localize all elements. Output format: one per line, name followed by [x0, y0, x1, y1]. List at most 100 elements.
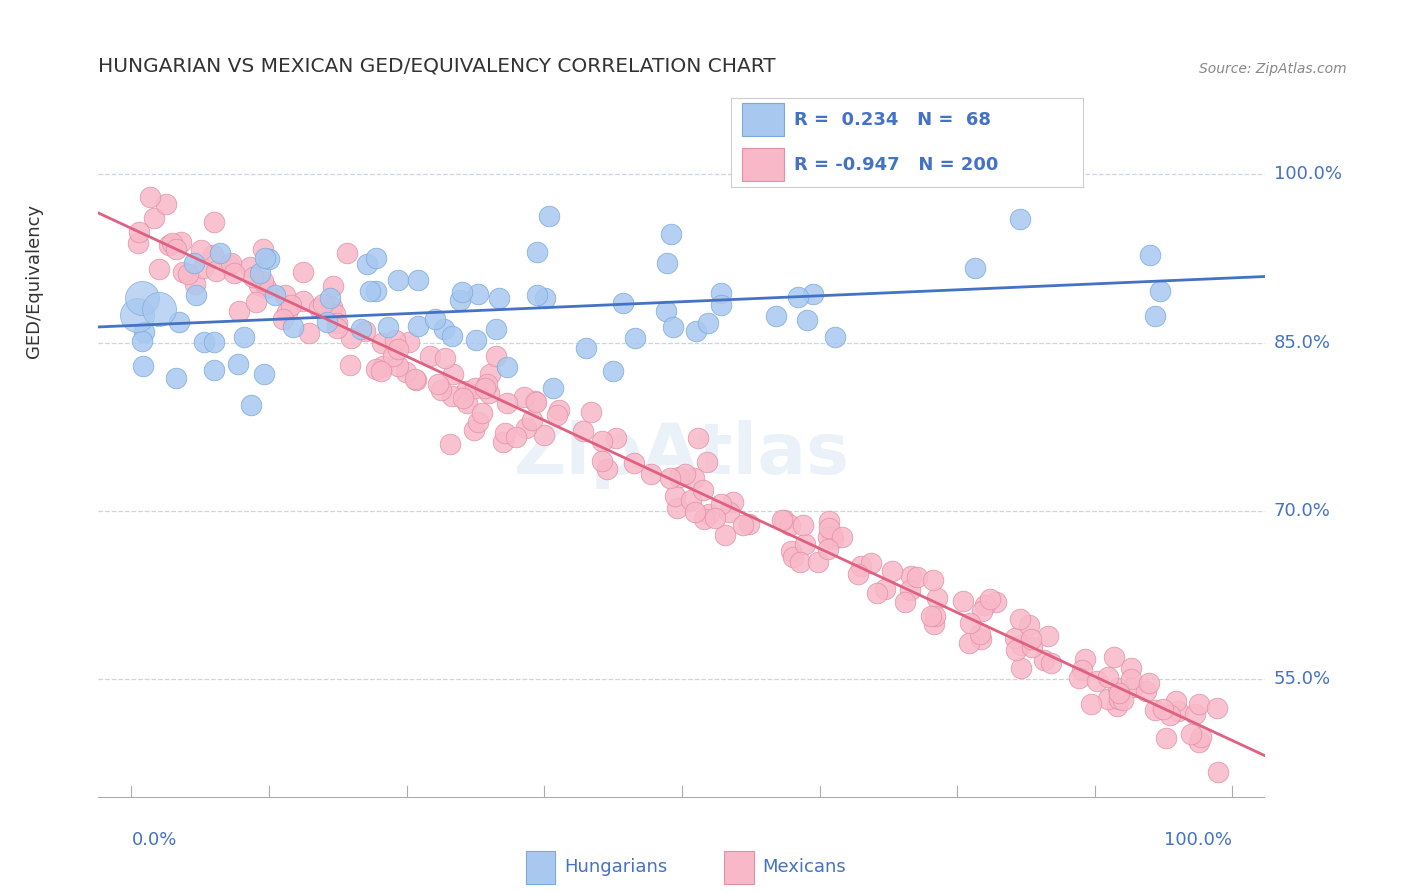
Point — [1010, 612, 1032, 626]
Point — [1067, 671, 1090, 685]
Point — [1036, 629, 1059, 643]
Point — [624, 331, 647, 345]
Point — [165, 243, 187, 257]
Point — [202, 215, 225, 229]
Point — [239, 399, 262, 413]
Point — [717, 505, 740, 519]
Point — [271, 311, 294, 326]
Point — [1139, 248, 1161, 262]
Point — [1097, 670, 1119, 684]
Point — [132, 359, 155, 374]
Point — [894, 595, 917, 609]
FancyBboxPatch shape — [526, 851, 555, 883]
Point — [160, 236, 183, 251]
Point — [470, 406, 492, 420]
Point — [222, 266, 245, 280]
Point — [818, 520, 841, 534]
Point — [209, 246, 232, 260]
Point — [184, 288, 207, 302]
Point — [1180, 727, 1202, 741]
Text: GED/Equivalency: GED/Equivalency — [25, 204, 44, 358]
Point — [533, 428, 555, 442]
Point — [572, 424, 595, 438]
Point — [922, 573, 945, 587]
Point — [1121, 672, 1143, 686]
FancyBboxPatch shape — [742, 148, 785, 181]
Point — [523, 393, 546, 408]
Point — [807, 555, 830, 569]
Point — [520, 413, 543, 427]
Point — [821, 527, 844, 541]
Point — [474, 381, 496, 395]
Point — [440, 329, 463, 343]
Point — [796, 313, 818, 327]
Text: HUNGARIAN VS MEXICAN GED/EQUIVALENCY CORRELATION CHART: HUNGARIAN VS MEXICAN GED/EQUIVALENCY COR… — [98, 57, 776, 76]
Point — [898, 583, 921, 598]
Point — [319, 291, 342, 305]
Point — [143, 211, 166, 225]
Point — [697, 507, 720, 521]
Point — [1159, 708, 1181, 723]
Point — [952, 593, 974, 607]
Point — [662, 320, 685, 334]
Point — [1188, 697, 1211, 711]
Point — [1135, 683, 1157, 698]
Point — [1097, 692, 1119, 706]
Point — [253, 367, 276, 381]
Point — [308, 301, 330, 315]
Point — [322, 278, 344, 293]
Point — [434, 351, 457, 365]
Point — [900, 569, 922, 583]
Point — [157, 237, 180, 252]
Point — [866, 586, 889, 600]
Point — [406, 273, 429, 287]
Point — [515, 421, 537, 435]
Point — [922, 617, 945, 632]
Point — [492, 435, 515, 450]
Point — [252, 242, 274, 256]
Point — [373, 359, 395, 373]
Point — [364, 284, 387, 298]
Point — [849, 558, 872, 573]
Point — [664, 489, 686, 503]
Point — [794, 537, 817, 551]
Point — [254, 252, 277, 266]
Point — [423, 312, 446, 326]
Point — [526, 288, 548, 302]
Point — [467, 415, 489, 429]
Point — [219, 256, 242, 270]
Point — [927, 591, 949, 606]
Point — [128, 225, 150, 239]
Point — [1139, 676, 1161, 690]
Point — [201, 247, 224, 261]
Point — [242, 270, 264, 285]
Point — [292, 293, 315, 308]
Point — [496, 359, 519, 374]
Point — [738, 516, 761, 531]
Point — [541, 381, 564, 395]
Text: 100.0%: 100.0% — [1164, 830, 1233, 849]
Point — [312, 296, 335, 310]
Point — [464, 381, 486, 395]
Point — [683, 505, 706, 519]
Point — [326, 316, 349, 330]
Point — [340, 331, 363, 345]
Point — [579, 404, 602, 418]
Point — [485, 322, 508, 336]
Point — [155, 196, 177, 211]
Point — [1149, 285, 1171, 299]
Point — [1032, 653, 1054, 667]
Point — [1010, 638, 1032, 652]
Point — [384, 334, 406, 348]
Point — [429, 383, 451, 397]
Point — [463, 423, 485, 437]
Point — [534, 291, 557, 305]
Point — [298, 326, 321, 341]
Point — [697, 316, 720, 330]
Point — [1122, 680, 1144, 694]
Point — [612, 295, 634, 310]
Point — [1085, 674, 1108, 689]
Point — [252, 274, 274, 288]
Point — [292, 265, 315, 279]
Point — [1005, 642, 1028, 657]
